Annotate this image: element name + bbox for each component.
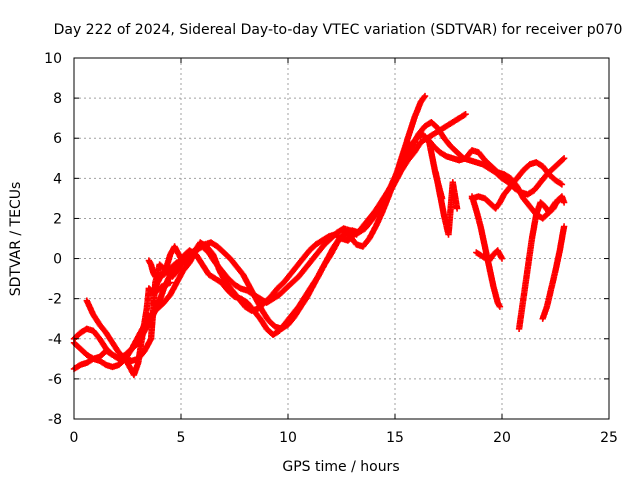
- data-series-7: [432, 169, 461, 238]
- data-points: [70, 92, 568, 379]
- y-tick-label: 8: [53, 91, 62, 107]
- y-tick-label: 0: [53, 252, 62, 268]
- axis-ticks: 0 5 10 15 20 25 -8 -6 -4 -2 0 2 4 6 8 10: [44, 51, 618, 446]
- plus-markers: [473, 247, 506, 264]
- y-tick-label: 4: [53, 171, 62, 187]
- plus-markers: [145, 279, 174, 296]
- y-tick-label: 6: [53, 131, 62, 147]
- plus-markers: [432, 169, 461, 238]
- x-tick-label: 15: [386, 430, 404, 446]
- y-tick-label: -8: [48, 412, 62, 428]
- data-series-9: [473, 247, 506, 264]
- x-tick-label: 20: [493, 430, 511, 446]
- y-tick-label: -2: [48, 292, 62, 308]
- x-tick-label: 10: [279, 430, 297, 446]
- plus-markers: [539, 223, 568, 322]
- y-tick-label: 2: [53, 211, 62, 227]
- y-tick-label: 10: [44, 51, 62, 67]
- y-tick-label: -4: [48, 332, 62, 348]
- x-tick-label: 25: [600, 430, 618, 446]
- plus-markers: [515, 193, 568, 332]
- data-series-13: [145, 257, 180, 280]
- x-tick-label: 0: [70, 430, 79, 446]
- x-tick-label: 5: [177, 430, 186, 446]
- plot-frame: [73, 57, 610, 420]
- plus-markers: [145, 257, 180, 280]
- chart-title: Day 222 of 2024, Sidereal Day-to-day VTE…: [54, 22, 623, 38]
- y-tick-label: -6: [48, 372, 62, 388]
- data-series-10: [515, 193, 568, 332]
- data-series-11: [539, 223, 568, 322]
- y-axis-label: SDTVAR / TECUs: [8, 182, 24, 297]
- x-axis-label: GPS time / hours: [282, 459, 399, 475]
- data-series-12: [145, 279, 174, 296]
